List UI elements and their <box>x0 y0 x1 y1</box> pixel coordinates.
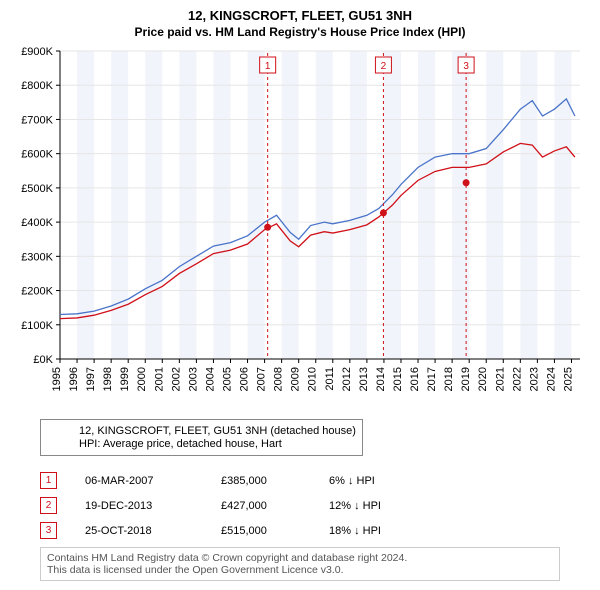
svg-text:1996: 1996 <box>68 367 80 391</box>
chart-subtitle: Price paid vs. HM Land Registry's House … <box>12 25 588 39</box>
svg-text:2002: 2002 <box>170 367 182 391</box>
sale-delta: 6% ↓ HPI <box>329 475 375 487</box>
svg-text:1999: 1999 <box>119 367 131 391</box>
sale-price: £427,000 <box>221 500 301 512</box>
svg-text:1998: 1998 <box>102 367 114 391</box>
svg-text:2007: 2007 <box>256 367 268 391</box>
svg-text:2014: 2014 <box>375 367 387 391</box>
svg-text:2023: 2023 <box>528 367 540 391</box>
attribution-line-2: This data is licensed under the Open Gov… <box>47 564 553 576</box>
svg-text:3: 3 <box>463 61 469 72</box>
svg-text:2001: 2001 <box>153 367 165 391</box>
svg-text:1997: 1997 <box>85 367 97 391</box>
svg-text:2019: 2019 <box>460 367 472 391</box>
attribution-line-1: Contains HM Land Registry data © Crown c… <box>47 552 553 564</box>
sale-marker: 2 <box>40 497 57 514</box>
svg-text:2003: 2003 <box>187 367 199 391</box>
svg-text:2018: 2018 <box>443 367 455 391</box>
svg-text:£200K: £200K <box>21 286 53 298</box>
sale-date: 19-DEC-2013 <box>85 500 193 512</box>
sale-delta: 12% ↓ HPI <box>329 500 381 512</box>
svg-text:£900K: £900K <box>21 46 53 58</box>
svg-text:2006: 2006 <box>239 367 251 391</box>
svg-text:2015: 2015 <box>392 367 404 391</box>
legend-label-1: 12, KINGSCROFT, FLEET, GU51 3NH (detache… <box>79 425 356 437</box>
sale-marker: 3 <box>40 522 57 539</box>
svg-text:£700K: £700K <box>21 114 53 126</box>
sale-delta: 18% ↓ HPI <box>329 525 381 537</box>
chart-svg: £0K £100K £200K £300K £400K £500K £600K £700K £8… <box>12 45 588 405</box>
svg-text:2009: 2009 <box>290 367 302 391</box>
legend: 12, KINGSCROFT, FLEET, GU51 3NH (detache… <box>40 419 363 456</box>
svg-text:£0K: £0K <box>33 354 53 366</box>
svg-text:2005: 2005 <box>221 367 233 391</box>
svg-text:2010: 2010 <box>307 367 319 391</box>
svg-text:2024: 2024 <box>545 367 557 391</box>
svg-text:2020: 2020 <box>477 367 489 391</box>
sale-row: 2 19-DEC-2013 £427,000 12% ↓ HPI <box>40 497 588 514</box>
sale-price: £385,000 <box>221 475 301 487</box>
svg-text:2017: 2017 <box>426 367 438 391</box>
svg-text:£800K: £800K <box>21 80 53 92</box>
svg-text:2004: 2004 <box>204 367 216 391</box>
sale-date: 06-MAR-2007 <box>85 475 193 487</box>
legend-item-1: 12, KINGSCROFT, FLEET, GU51 3NH (detache… <box>47 425 356 437</box>
svg-text:2016: 2016 <box>409 367 421 391</box>
chart-area: £0K £100K £200K £300K £400K £500K £600K £700K £8… <box>12 45 588 405</box>
svg-text:£100K: £100K <box>21 320 53 332</box>
attribution-box: Contains HM Land Registry data © Crown c… <box>40 547 560 581</box>
legend-item-2: HPI: Average price, detached house, Hart <box>47 438 356 450</box>
svg-text:2011: 2011 <box>324 367 336 391</box>
svg-text:2013: 2013 <box>358 367 370 391</box>
svg-text:2008: 2008 <box>273 367 285 391</box>
svg-text:2012: 2012 <box>341 367 353 391</box>
sale-date: 25-OCT-2018 <box>85 525 193 537</box>
sale-price: £515,000 <box>221 525 301 537</box>
svg-text:£600K: £600K <box>21 149 53 161</box>
svg-text:2022: 2022 <box>511 367 523 391</box>
svg-text:1995: 1995 <box>51 367 63 391</box>
svg-text:£500K: £500K <box>21 183 53 195</box>
chart-title: 12, KINGSCROFT, FLEET, GU51 3NH <box>12 8 588 23</box>
svg-text:£400K: £400K <box>21 217 53 229</box>
svg-text:2021: 2021 <box>494 367 506 391</box>
legend-label-2: HPI: Average price, detached house, Hart <box>79 438 282 450</box>
sales-table: 1 06-MAR-2007 £385,000 6% ↓ HPI 2 19-DEC-2013… <box>40 472 588 539</box>
sale-row: 1 06-MAR-2007 £385,000 6% ↓ HPI <box>40 472 588 489</box>
svg-text:£300K: £300K <box>21 251 53 263</box>
sale-marker: 1 <box>40 472 57 489</box>
svg-text:2: 2 <box>381 61 387 72</box>
sale-row: 3 25-OCT-2018 £515,000 18% ↓ HPI <box>40 522 588 539</box>
svg-text:1: 1 <box>265 61 271 72</box>
svg-text:2000: 2000 <box>136 367 148 391</box>
svg-text:2025: 2025 <box>562 367 574 391</box>
